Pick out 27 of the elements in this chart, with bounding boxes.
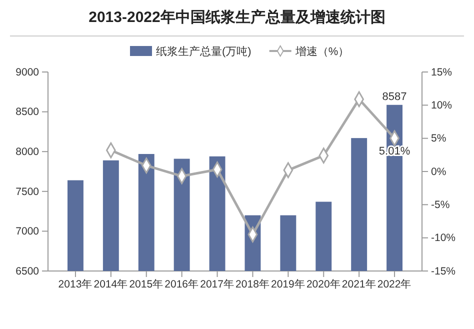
y-tick-label: 9000 <box>16 66 40 78</box>
data-label: 8587 <box>382 90 407 103</box>
x-tick-label: 2022年 <box>377 278 412 290</box>
legend-label: 纸浆生产总量(万吨) <box>156 45 252 58</box>
y2-tick-label: 10% <box>431 100 452 112</box>
x-tick-label: 2020年 <box>306 278 341 290</box>
x-tick-label: 2021年 <box>342 278 376 290</box>
y-tick-label: 7500 <box>16 186 40 198</box>
legend-label: 增速（%） <box>294 45 350 58</box>
x-tick-label: 2013年 <box>58 278 93 290</box>
x-tick-label: 2017年 <box>200 278 234 290</box>
x-tick-label: 2019年 <box>270 278 306 290</box>
x-tick-label: 2014年 <box>94 278 128 290</box>
y2-tick-label: 5% <box>431 132 446 145</box>
y2-tick-label: -5% <box>431 199 450 212</box>
y-tick-label: 8500 <box>16 106 40 118</box>
y-tick-label: 8000 <box>16 146 40 158</box>
x-tick-label: 2016年 <box>164 278 200 290</box>
x-tick-label: 2018年 <box>236 278 270 290</box>
y2-tick-label: -10% <box>431 232 456 244</box>
y2-tick-label: 15% <box>431 66 452 78</box>
y-tick-label: 6500 <box>16 265 40 278</box>
y2-tick-label: -15% <box>431 265 456 278</box>
y-tick-label: 7000 <box>16 226 40 238</box>
x-tick-label: 2015年 <box>129 278 164 290</box>
chart-title: 2013-2022年中国纸浆生产总量及增速统计图 <box>88 9 386 26</box>
y2-tick-label: 0% <box>431 166 446 178</box>
